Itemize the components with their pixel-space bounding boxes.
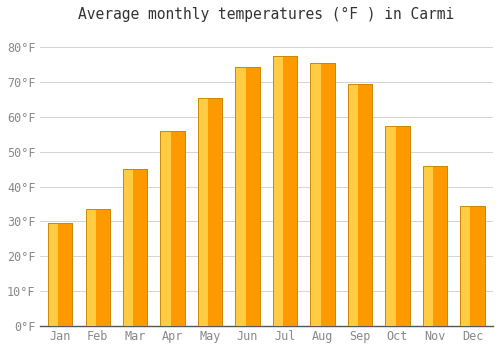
Bar [198,98,208,326]
Bar [423,166,447,326]
Bar [310,63,320,326]
Bar [460,206,470,326]
Bar [123,169,148,326]
Bar [86,209,96,326]
Bar [460,206,484,326]
Bar [348,84,372,326]
Bar [86,209,110,326]
Bar [236,66,260,326]
Bar [348,84,372,326]
Bar [160,131,185,326]
Bar [160,131,170,326]
Bar [236,66,260,326]
Bar [86,209,110,326]
Bar [386,126,396,326]
Bar [423,166,447,326]
Bar [460,206,484,326]
Bar [123,169,133,326]
Bar [236,66,246,326]
Bar [198,98,222,326]
Bar [48,223,72,326]
Bar [310,63,334,326]
Title: Average monthly temperatures (°F ) in Carmi: Average monthly temperatures (°F ) in Ca… [78,7,454,22]
Bar [386,126,409,326]
Bar [348,84,358,326]
Bar [123,169,148,326]
Bar [423,166,433,326]
Bar [273,56,297,326]
Bar [198,98,222,326]
Bar [48,223,72,326]
Bar [310,63,334,326]
Bar [48,223,58,326]
Bar [273,56,297,326]
Bar [273,56,283,326]
Bar [386,126,409,326]
Bar [160,131,185,326]
